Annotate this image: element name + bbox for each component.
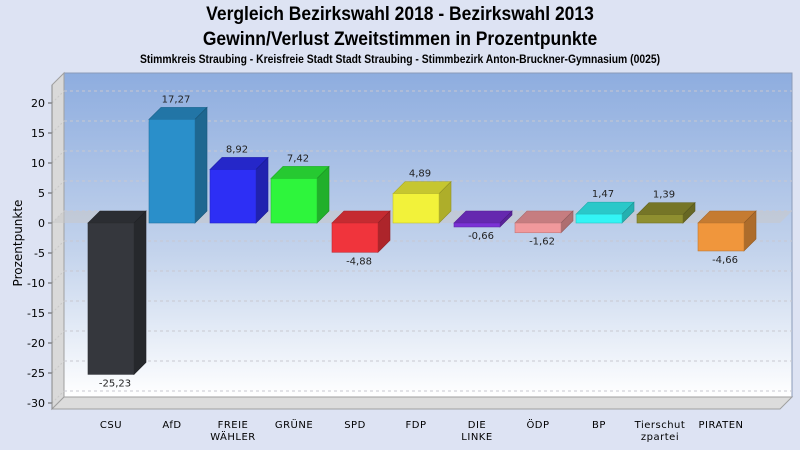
y-tick-label: -5 xyxy=(34,247,45,260)
bar xyxy=(331,210,391,254)
bar xyxy=(270,165,330,224)
value-label: 7,42 xyxy=(287,153,309,164)
category-label: GRÜNE xyxy=(275,418,313,431)
bar xyxy=(453,210,513,228)
bar xyxy=(636,201,696,224)
category-label: LINKE xyxy=(461,432,492,443)
bar-front xyxy=(575,213,623,224)
category-label: SPD xyxy=(344,420,366,431)
category-label: zpartei xyxy=(641,432,679,443)
chart-subsubtitle: Stimmkreis Straubing - Kreisfreie Stadt … xyxy=(139,54,661,66)
y-tick-label: 10 xyxy=(31,157,45,170)
value-label: -4,66 xyxy=(712,255,738,266)
y-tick-label: -25 xyxy=(27,367,45,380)
bar xyxy=(697,210,757,252)
y-tick-label: 15 xyxy=(31,127,45,140)
bar-front xyxy=(636,214,684,224)
bar xyxy=(148,106,208,224)
grid-line-wall xyxy=(51,300,65,314)
bar-front xyxy=(87,222,135,375)
bar-side xyxy=(194,106,208,224)
bar-side xyxy=(255,156,269,224)
grid-line-wall xyxy=(51,150,65,164)
chart-title: Vergleich Bezirkswahl 2018 - Bezirkswahl… xyxy=(206,4,594,25)
grid-line-wall xyxy=(51,240,65,254)
category-label: WÄHLER xyxy=(210,430,256,443)
y-tick-label: 0 xyxy=(38,217,45,230)
bar-front xyxy=(392,193,440,224)
grid-line-wall xyxy=(51,90,65,104)
value-label: -25,23 xyxy=(99,378,131,389)
value-label: 1,39 xyxy=(653,190,675,201)
bar-front xyxy=(514,222,562,234)
bar-front xyxy=(270,178,318,224)
bar xyxy=(514,210,574,234)
value-label: 17,27 xyxy=(162,94,191,105)
y-tick-label: -15 xyxy=(27,307,45,320)
y-tick-label: 20 xyxy=(31,97,45,110)
category-label: Tierschut xyxy=(634,420,686,431)
grid-line-wall xyxy=(51,360,65,374)
grid-line-wall xyxy=(51,390,65,404)
category-label: DIE xyxy=(468,420,486,431)
grid-line-wall xyxy=(51,120,65,134)
bar xyxy=(87,210,147,376)
category-label: FDP xyxy=(406,420,427,431)
chart-subtitle: Gewinn/Verlust Zweitstimmen in Prozentpu… xyxy=(202,29,598,50)
value-label: -1,62 xyxy=(529,237,555,248)
category-label: CSU xyxy=(100,420,122,431)
category-label: FREIE xyxy=(218,420,249,431)
bar-side xyxy=(133,210,147,376)
bar-front xyxy=(209,169,257,224)
y-tick-label: -10 xyxy=(27,277,45,290)
bar-front xyxy=(331,222,379,253)
bar-front xyxy=(697,222,745,252)
category-label: AfD xyxy=(162,420,181,431)
grid-line-wall xyxy=(51,180,65,194)
category-label: BP xyxy=(592,420,606,431)
bar xyxy=(392,180,452,224)
grid-line-wall xyxy=(51,330,65,344)
category-label: PIRATEN xyxy=(699,420,744,431)
floor xyxy=(50,396,794,410)
value-label: -4,88 xyxy=(346,256,372,267)
grid-line-wall xyxy=(51,210,65,224)
value-label: 4,89 xyxy=(409,169,431,180)
left-wall xyxy=(51,71,65,411)
y-axis-title: Prozentpunkte xyxy=(11,200,25,287)
value-label: 8,92 xyxy=(226,144,248,155)
bar-front xyxy=(148,119,196,224)
y-axis: 20 15 10 5 0 -5 -10 -15 -20 -25 -30 xyxy=(27,85,53,410)
y-tick-label: 5 xyxy=(38,187,45,200)
bars xyxy=(87,106,757,376)
bar-front xyxy=(453,222,501,228)
value-labels: -25,23 17,27 8,92 7,42 -4,88 4,89 -0,66 -1,62 1,… xyxy=(99,94,738,389)
bar xyxy=(209,156,269,224)
bar xyxy=(575,201,635,224)
value-label: 1,47 xyxy=(592,189,614,200)
y-tick-label: -20 xyxy=(27,337,45,350)
y-tick-label: -30 xyxy=(27,397,45,410)
category-label: ÖDP xyxy=(526,418,549,431)
value-label: -0,66 xyxy=(468,231,494,242)
grid-line-wall xyxy=(51,270,65,284)
